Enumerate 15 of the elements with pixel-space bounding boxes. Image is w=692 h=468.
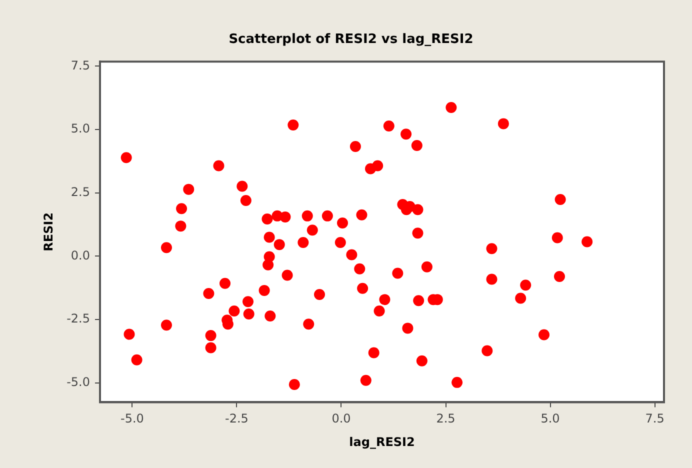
x-tick-label: 2.5 <box>436 412 456 426</box>
y-tick-label: 0.0 <box>70 248 90 262</box>
x-tick-label: 7.5 <box>645 412 664 426</box>
y-tick-label: 7.5 <box>70 58 90 72</box>
x-axis-title: lag_RESI2 <box>349 434 415 449</box>
x-tick-label: 5.0 <box>540 412 560 426</box>
chart-title: Scatterplot of RESI2 vs lag_RESI2 <box>228 32 474 48</box>
x-tick-label: -5.0 <box>120 412 144 426</box>
y-tick-label: -2.5 <box>66 312 90 326</box>
x-tick-label: 0.0 <box>332 412 351 426</box>
y-axis-title: RESI2 <box>41 212 56 252</box>
y-tick-label: 5.0 <box>70 122 90 136</box>
y-tick-label: -5.0 <box>66 375 90 390</box>
y-tick-label: 2.5 <box>70 185 90 199</box>
x-tick-label: -2.5 <box>225 412 248 426</box>
